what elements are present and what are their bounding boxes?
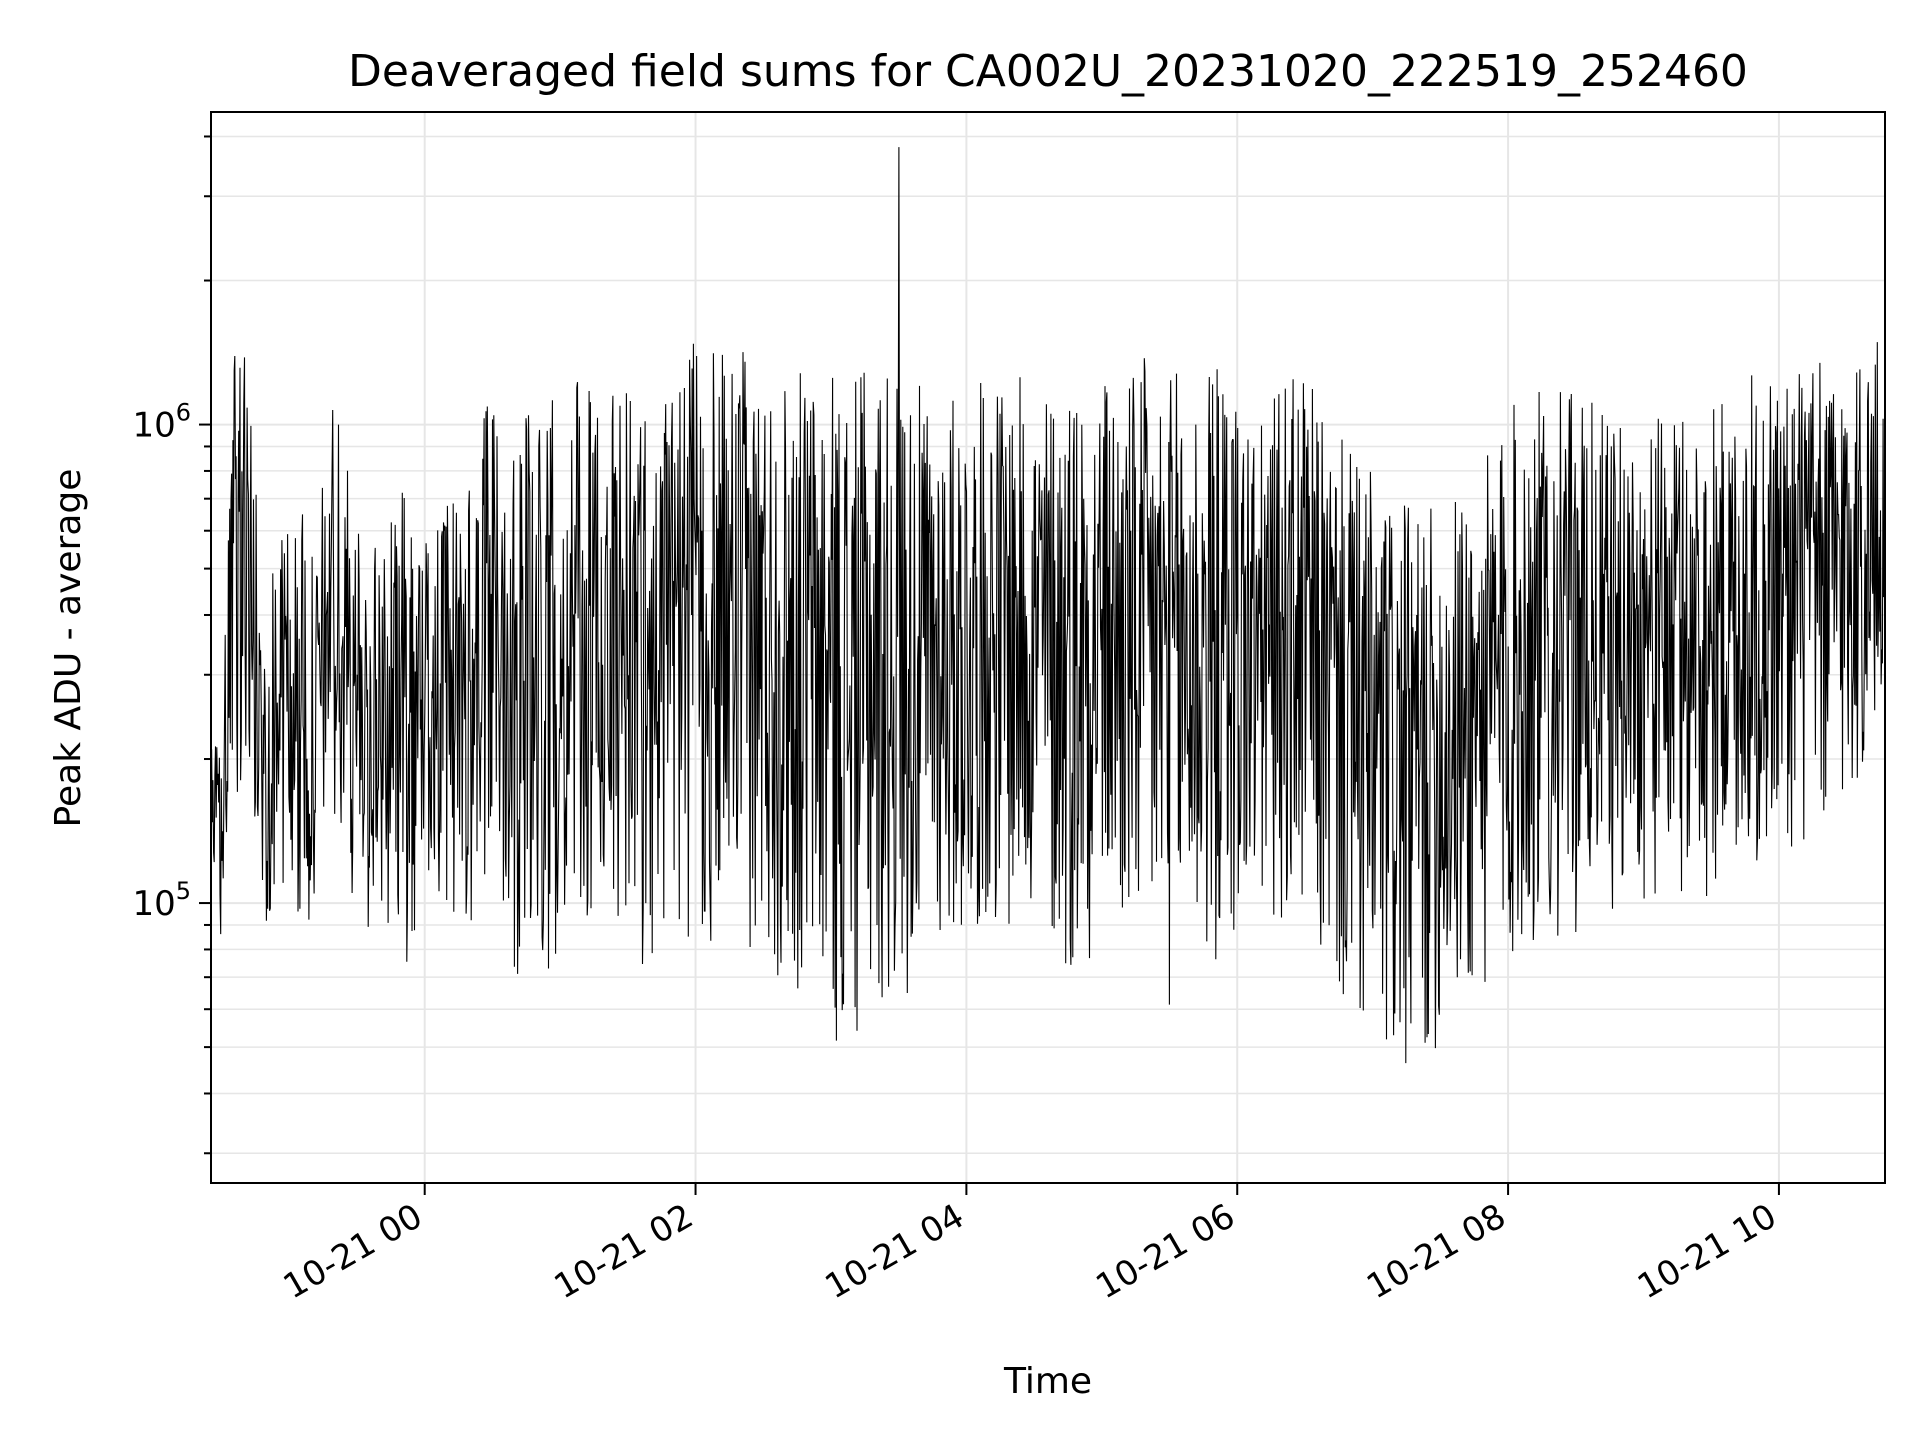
y-axis-label: Peak ADU - average: [48, 469, 89, 828]
x-axis-label: Time: [1003, 1361, 1092, 1402]
y-tick-label: 106: [132, 399, 191, 446]
y-axis-ticks: 105 106: [132, 135, 211, 1155]
y-tick-label: 105: [132, 877, 191, 924]
plot-area-frame: [210, 111, 1886, 1184]
series-line: [210, 147, 1886, 1064]
chart-title: Deaveraged field sums for CA002U_2023102…: [348, 46, 1748, 97]
data-trace: [210, 147, 1886, 1064]
